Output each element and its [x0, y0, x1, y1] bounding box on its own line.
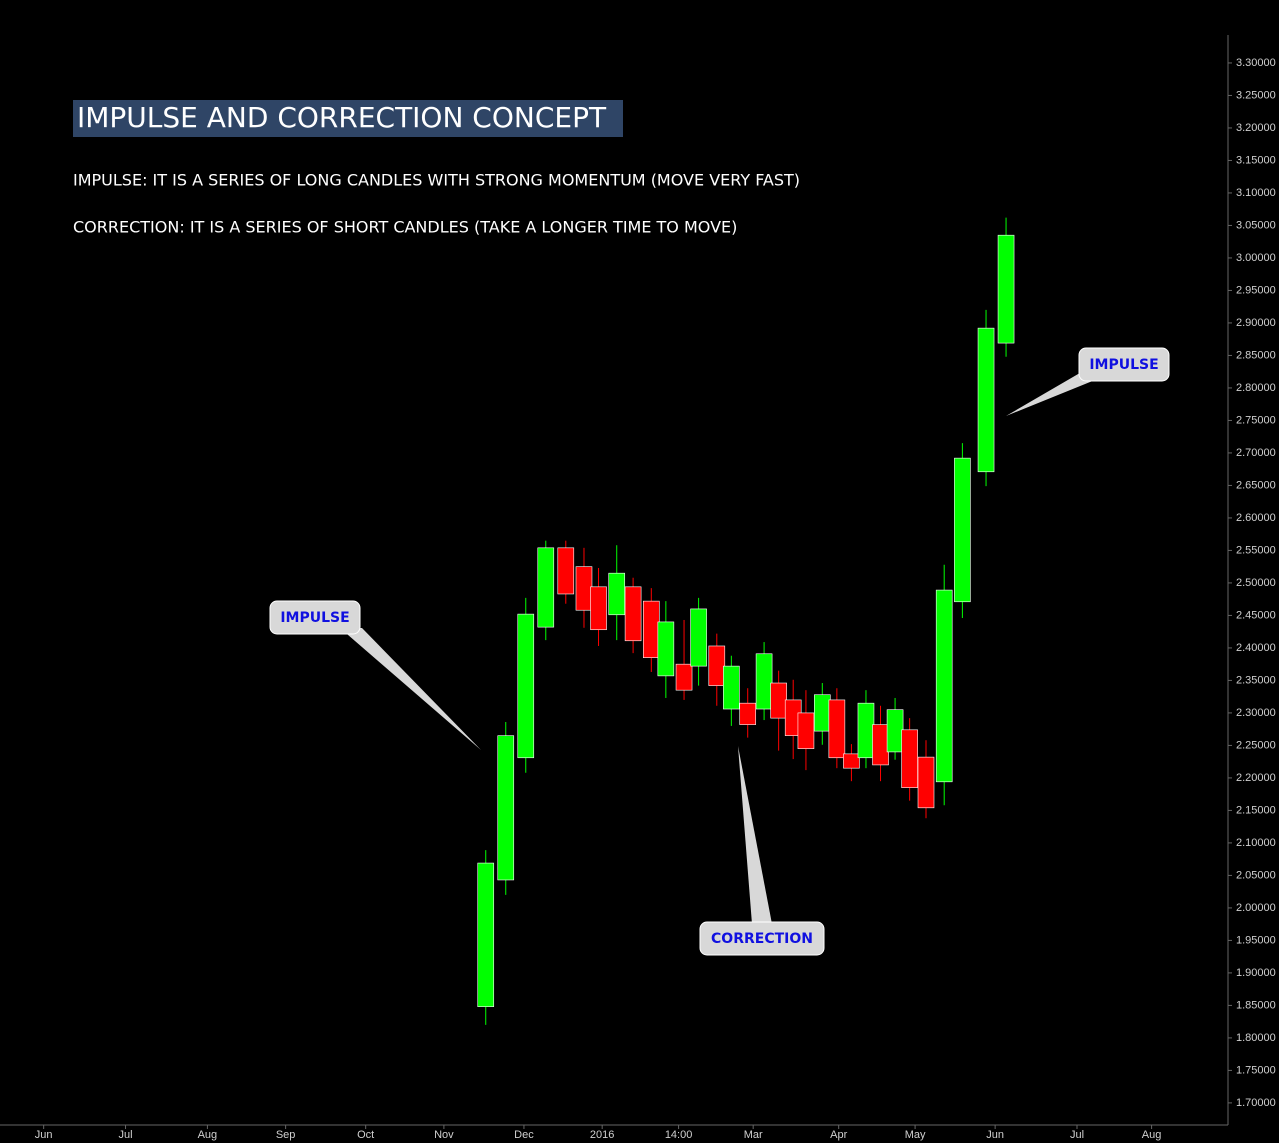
y-tick-label: 2.50000: [1236, 577, 1276, 589]
candle-body: [901, 729, 918, 788]
callout-box: [1078, 347, 1170, 382]
candle-body: [690, 608, 707, 667]
y-tick-label: 1.95000: [1236, 934, 1276, 946]
y-tick-label: 2.35000: [1236, 674, 1276, 686]
candle-body: [708, 645, 726, 686]
callout-pointer: [1006, 370, 1095, 416]
y-tick-label: 1.70000: [1236, 1097, 1276, 1109]
candle-body: [497, 735, 515, 881]
chart-title: IMPULSE AND CORRECTION CONCEPT: [77, 101, 607, 134]
candle-body: [517, 613, 535, 759]
callout-box: [269, 600, 361, 635]
candle-body: [557, 547, 575, 595]
x-tick-label: Aug: [198, 1129, 218, 1141]
subtitle: IMPULSE: IT IS A SERIES OF LONG CANDLES …: [73, 171, 800, 190]
candle-body: [872, 724, 889, 766]
x-tick-label: Mar: [744, 1129, 763, 1141]
x-tick-label: Aug: [1142, 1129, 1162, 1141]
y-tick-label: 2.25000: [1236, 739, 1276, 751]
candle-body: [575, 566, 593, 611]
x-tick-label: Oct: [357, 1129, 374, 1141]
candle-body: [723, 665, 740, 710]
y-tick-label: 2.75000: [1236, 414, 1276, 426]
x-tick-label: Nov: [434, 1129, 454, 1141]
candle-body: [797, 712, 815, 749]
plot-area: 1.70000 1.75000 1.80000 1.85000 1.90000 1.950…: [35, 57, 1276, 1141]
y-tick-label: 2.40000: [1236, 642, 1276, 654]
callout: IMPULSE: [1006, 347, 1170, 416]
y-tick-label: 2.65000: [1236, 479, 1276, 491]
x-tick-label: Jun: [35, 1129, 53, 1141]
y-tick-label: 2.80000: [1236, 382, 1276, 394]
candle-body: [886, 709, 904, 753]
x-tick-label: 14:00: [665, 1129, 693, 1141]
y-tick-label: 3.15000: [1236, 154, 1276, 166]
callout-pointer: [738, 746, 772, 924]
candle-body: [675, 663, 693, 691]
candle-body: [997, 234, 1015, 344]
y-tick-label: 2.60000: [1236, 512, 1276, 524]
candle-body: [657, 621, 675, 677]
y-tick-label: 2.30000: [1236, 707, 1276, 719]
callout: IMPULSE: [269, 600, 481, 750]
x-tick-label: Dec: [514, 1129, 534, 1141]
y-tick-label: 3.00000: [1236, 252, 1276, 264]
callout-box: [699, 921, 825, 956]
candle-body: [935, 589, 953, 783]
candle-body: [954, 457, 971, 603]
y-tick-label: 2.95000: [1236, 284, 1276, 296]
candle-body: [755, 653, 773, 710]
candle-body: [770, 682, 787, 719]
y-tick-label: 3.05000: [1236, 219, 1276, 231]
x-tick-label: Jul: [118, 1129, 132, 1141]
y-tick-label: 2.55000: [1236, 544, 1276, 556]
y-tick-label: 2.15000: [1236, 804, 1276, 816]
candle-body: [608, 572, 626, 616]
candle-body: [624, 586, 642, 642]
candle-body: [828, 699, 846, 759]
x-tick-label: Apr: [830, 1129, 847, 1141]
y-tick-label: 3.30000: [1236, 57, 1276, 69]
candle-body: [917, 756, 935, 809]
y-tick-label: 1.80000: [1236, 1032, 1276, 1044]
y-tick-label: 1.85000: [1236, 999, 1276, 1011]
x-tick-label: Jul: [1070, 1129, 1084, 1141]
y-tick-label: 2.05000: [1236, 869, 1276, 881]
y-tick-label: 3.10000: [1236, 187, 1276, 199]
title-box: [73, 100, 623, 137]
y-tick-label: 2.70000: [1236, 447, 1276, 459]
y-tick-label: 3.25000: [1236, 89, 1276, 101]
candle-body: [843, 753, 860, 769]
annotation: CORRECTION: [711, 931, 813, 947]
callout-pointer: [340, 628, 481, 750]
x-tick-label: Sep: [276, 1129, 296, 1141]
candle-body: [477, 862, 495, 1008]
y-tick-label: 2.90000: [1236, 317, 1276, 329]
y-tick-label: 1.75000: [1236, 1064, 1276, 1076]
candle-body: [739, 702, 757, 725]
y-tick-label: 2.10000: [1236, 837, 1276, 849]
candle-body: [814, 694, 831, 732]
annotation: IMPULSE: [280, 610, 349, 626]
candle-body: [537, 547, 555, 628]
y-tick-label: 3.20000: [1236, 122, 1276, 134]
y-tick-label: 2.85000: [1236, 349, 1276, 361]
x-tick-label: May: [905, 1129, 926, 1141]
candle-body: [977, 327, 995, 473]
x-tick-label: Jun: [986, 1129, 1004, 1141]
y-tick-label: 2.45000: [1236, 609, 1276, 621]
y-tick-label: 2.20000: [1236, 772, 1276, 784]
callout: CORRECTION: [699, 746, 825, 956]
y-tick-label: 2.00000: [1236, 902, 1276, 914]
y-tick-label: 1.90000: [1236, 967, 1276, 979]
candle-body: [642, 600, 660, 658]
annotation: IMPULSE: [1089, 357, 1158, 373]
candle-body: [590, 586, 607, 631]
candle-body: [857, 702, 875, 759]
x-tick-label: 2016: [590, 1129, 614, 1141]
subtitle: CORRECTION: IT IS A SERIES OF SHORT CAND…: [73, 218, 737, 237]
